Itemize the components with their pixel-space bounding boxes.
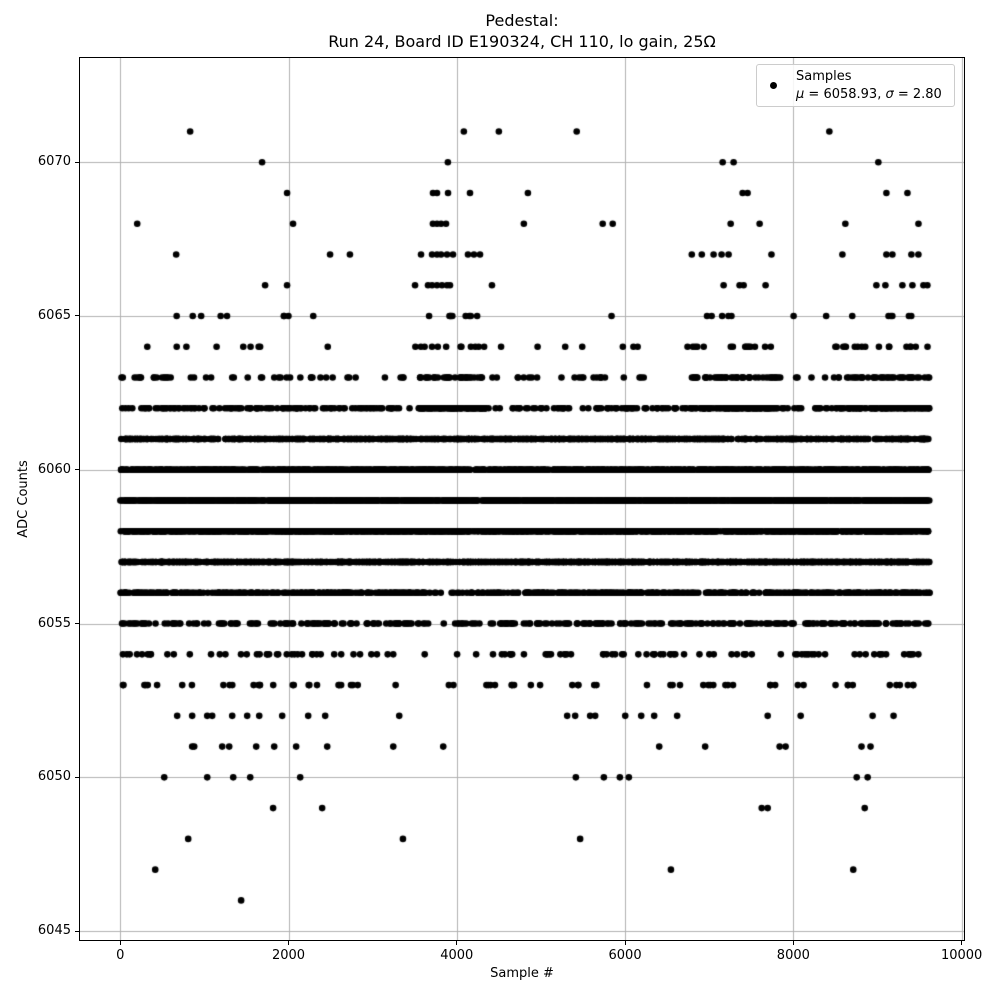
y-tick-mark [75,469,79,471]
x-tick-mark [961,941,963,945]
x-tick-mark [456,941,458,945]
y-tick-label: 6060 [37,461,71,477]
x-tick-label: 6000 [608,948,642,963]
y-tick-mark [75,315,79,317]
x-tick-label: 10000 [940,948,983,963]
legend-marker-icon [770,82,777,89]
plot-area [79,57,965,941]
y-tick-label: 6055 [37,615,71,631]
x-tick-mark [288,941,289,945]
x-tick-label: 0 [116,948,125,963]
y-tick-mark [75,776,79,778]
x-tick-mark [624,941,626,945]
y-tick-label: 6070 [37,154,71,170]
x-tick-label: 8000 [776,948,810,963]
chart-title: Pedestal: Run 24, Board ID E190324, CH 1… [328,11,716,51]
scatter-canvas [79,57,965,941]
legend-stats: μ = 6058.93, σ = 2.80 [796,86,942,102]
legend: Samples μ = 6058.93, σ = 2.80 [756,64,955,107]
y-tick-mark [75,930,79,932]
x-tick-label: 2000 [271,948,306,963]
x-axis-label: Sample # [490,966,554,981]
y-tick-label: 6065 [37,307,71,323]
y-tick-mark [75,161,79,163]
legend-text: Samples μ = 6058.93, σ = 2.80 [796,68,942,104]
y-tick-mark [75,623,79,625]
x-tick-mark [119,941,121,945]
x-tick-mark [792,941,794,945]
y-axis-label: ADC Counts [16,460,31,538]
legend-label: Samples [796,68,852,84]
x-tick-label: 4000 [440,948,474,963]
y-tick-label: 6050 [37,769,71,785]
y-tick-label: 6045 [37,923,71,939]
